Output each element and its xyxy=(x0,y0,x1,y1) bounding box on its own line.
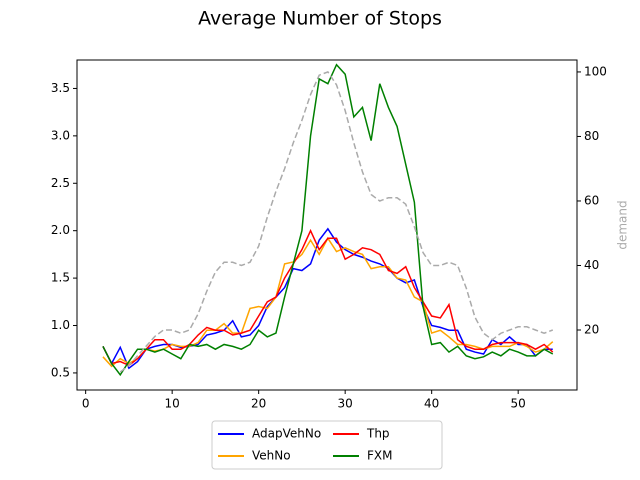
y-tick-label: 3.5 xyxy=(51,81,70,95)
x-tick-label: 20 xyxy=(251,397,266,411)
x-tick-label: 50 xyxy=(511,397,526,411)
series-line xyxy=(119,71,554,373)
legend-label: Thp xyxy=(366,427,390,441)
y2-tick-label: 100 xyxy=(584,64,607,78)
x-tick-label: 10 xyxy=(165,397,180,411)
x-tick-label: 40 xyxy=(424,397,439,411)
legend-label: VehNo xyxy=(252,449,291,463)
legend-box xyxy=(211,420,443,470)
chart-title: Average Number of Stops xyxy=(198,8,442,30)
y2-axis-label: demand xyxy=(616,200,630,249)
legend-label: FXM xyxy=(367,449,392,463)
y-tick-label: 0.5 xyxy=(51,365,70,379)
series-line xyxy=(102,228,554,367)
x-tick-label: 0 xyxy=(82,397,90,411)
y-tick-label: 1.5 xyxy=(51,271,70,285)
y-tick-label: 2.0 xyxy=(51,223,70,237)
y-tick-label: 1.0 xyxy=(51,318,70,332)
plot-frame xyxy=(76,59,578,391)
y-tick-label: 3.0 xyxy=(51,128,70,142)
y2-tick-label: 20 xyxy=(584,323,599,337)
series-line xyxy=(102,63,554,377)
x-tick-label: 30 xyxy=(338,397,353,411)
y-tick-label: 2.5 xyxy=(51,176,70,190)
y2-tick-label: 40 xyxy=(584,258,599,272)
legend-label: AdapVehNo xyxy=(252,427,321,441)
y2-tick-label: 80 xyxy=(584,129,599,143)
y2-tick-label: 60 xyxy=(584,193,599,207)
